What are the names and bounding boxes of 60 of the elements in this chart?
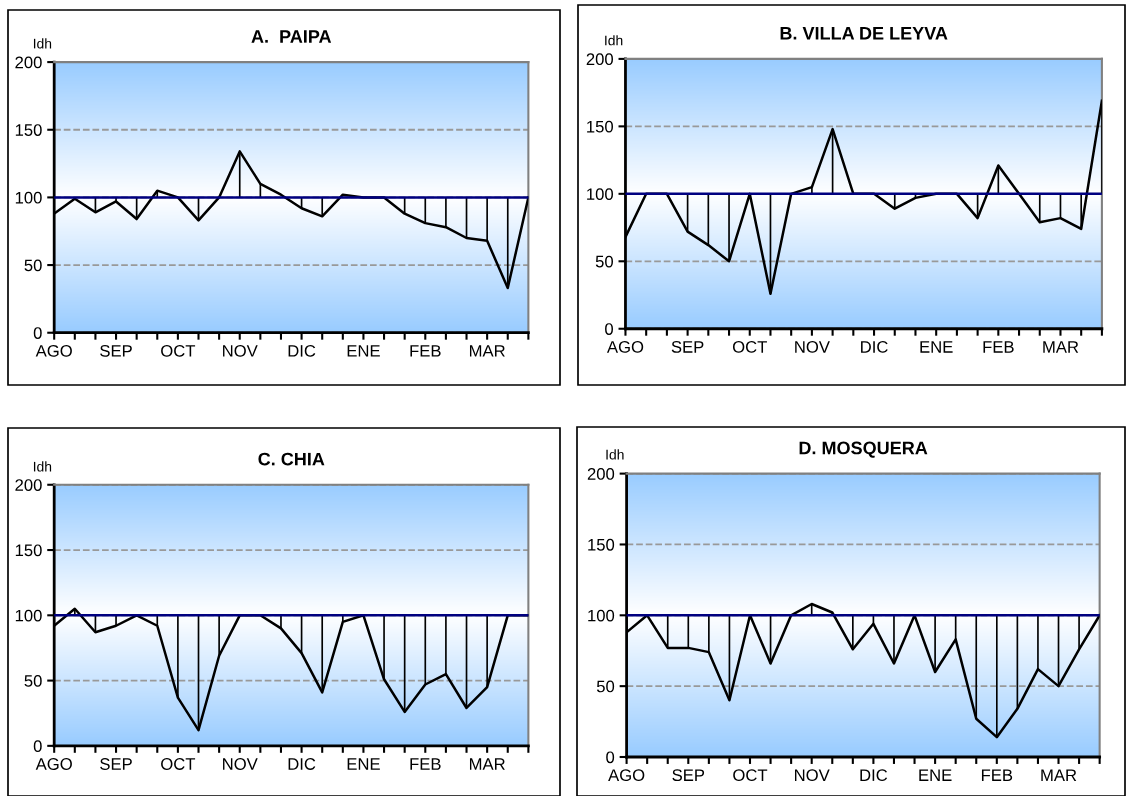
x-tick-label: DIC xyxy=(860,769,888,782)
y-tick-label: 200 xyxy=(586,53,614,66)
x-tick-label: SEP xyxy=(100,344,132,357)
x-tick-label: OCT xyxy=(733,769,768,782)
y-tick-label: 0 xyxy=(33,327,42,339)
y-tick-label: 100 xyxy=(15,191,42,204)
x-tick-label: MAR xyxy=(469,758,505,770)
y-tick-label: 0 xyxy=(33,740,42,753)
x-tick-label: DIC xyxy=(861,340,888,353)
y-tick-label: 100 xyxy=(15,609,42,622)
x-tick-label: MAR xyxy=(1041,769,1077,781)
x-tick-label: NOV xyxy=(223,758,258,770)
x-tick-label: OCT xyxy=(161,758,196,770)
x-tick-label: MAR xyxy=(469,345,505,357)
x-tick-label: FEB xyxy=(410,758,441,770)
y-tick-label: 50 xyxy=(24,259,42,272)
x-tick-label: SEP xyxy=(100,758,132,770)
x-tick-label: SEP xyxy=(672,769,705,782)
y-tick-label: 0 xyxy=(606,751,615,764)
y-axis-title: Idh xyxy=(33,38,52,49)
y-tick-label: 0 xyxy=(605,323,614,335)
x-tick-label: NOV xyxy=(223,344,258,357)
chart-title: B. VILLA DE LEYVA xyxy=(780,27,948,40)
x-tick-label: OCT xyxy=(161,344,196,357)
y-axis-title: Idh xyxy=(605,35,623,46)
x-tick-label: ENE xyxy=(347,345,380,357)
x-tick-label: NOV xyxy=(795,769,830,782)
y-tick-label: 200 xyxy=(15,479,42,491)
y-tick-label: 150 xyxy=(587,120,614,133)
x-tick-label: OCT xyxy=(732,340,767,353)
y-tick-label: 100 xyxy=(587,188,614,201)
x-tick-label: DIC xyxy=(288,758,316,770)
y-axis-title: Idh xyxy=(33,461,52,472)
chart-title: C. CHIA xyxy=(258,452,325,466)
y-tick-label: 50 xyxy=(596,680,615,693)
x-tick-label: ENE xyxy=(347,758,380,770)
y-tick-label: 50 xyxy=(595,255,614,268)
y-tick-label: 150 xyxy=(15,124,42,136)
chart-title: A. PAIPA xyxy=(251,30,332,43)
x-tick-label: AGO xyxy=(35,344,72,357)
y-tick-label: 200 xyxy=(15,56,42,69)
y-tick-label: 100 xyxy=(588,609,615,622)
y-tick-label: 200 xyxy=(587,468,615,480)
x-tick-label: MAR xyxy=(1043,341,1079,353)
y-tick-label: 150 xyxy=(15,544,42,557)
x-tick-label: ENE xyxy=(920,341,953,353)
x-tick-label: FEB xyxy=(410,345,441,357)
x-tick-label: AGO xyxy=(35,758,72,770)
chart-title: D. MOSQUERA xyxy=(799,441,928,458)
x-tick-label: SEP xyxy=(671,340,704,353)
x-tick-label: AGO xyxy=(606,340,644,353)
y-tick-label: 50 xyxy=(24,674,42,687)
x-tick-label: FEB xyxy=(981,769,1013,781)
x-tick-label: DIC xyxy=(288,344,316,357)
x-tick-label: AGO xyxy=(608,769,645,782)
x-tick-label: FEB xyxy=(983,341,1014,353)
y-tick-label: 150 xyxy=(588,538,615,551)
x-tick-label: ENE xyxy=(919,769,952,781)
x-tick-label: NOV xyxy=(795,340,830,353)
y-axis-title: Idh xyxy=(606,449,624,460)
